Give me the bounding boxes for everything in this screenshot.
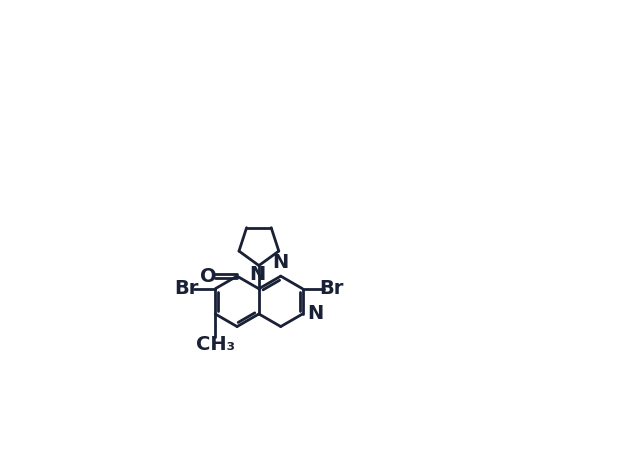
Text: CH₃: CH₃: [196, 335, 235, 354]
Text: O: O: [200, 266, 216, 286]
Text: N: N: [273, 252, 289, 272]
Text: N: N: [307, 305, 323, 323]
Text: N: N: [249, 265, 266, 284]
Text: Br: Br: [174, 279, 198, 298]
Text: Br: Br: [319, 279, 344, 298]
